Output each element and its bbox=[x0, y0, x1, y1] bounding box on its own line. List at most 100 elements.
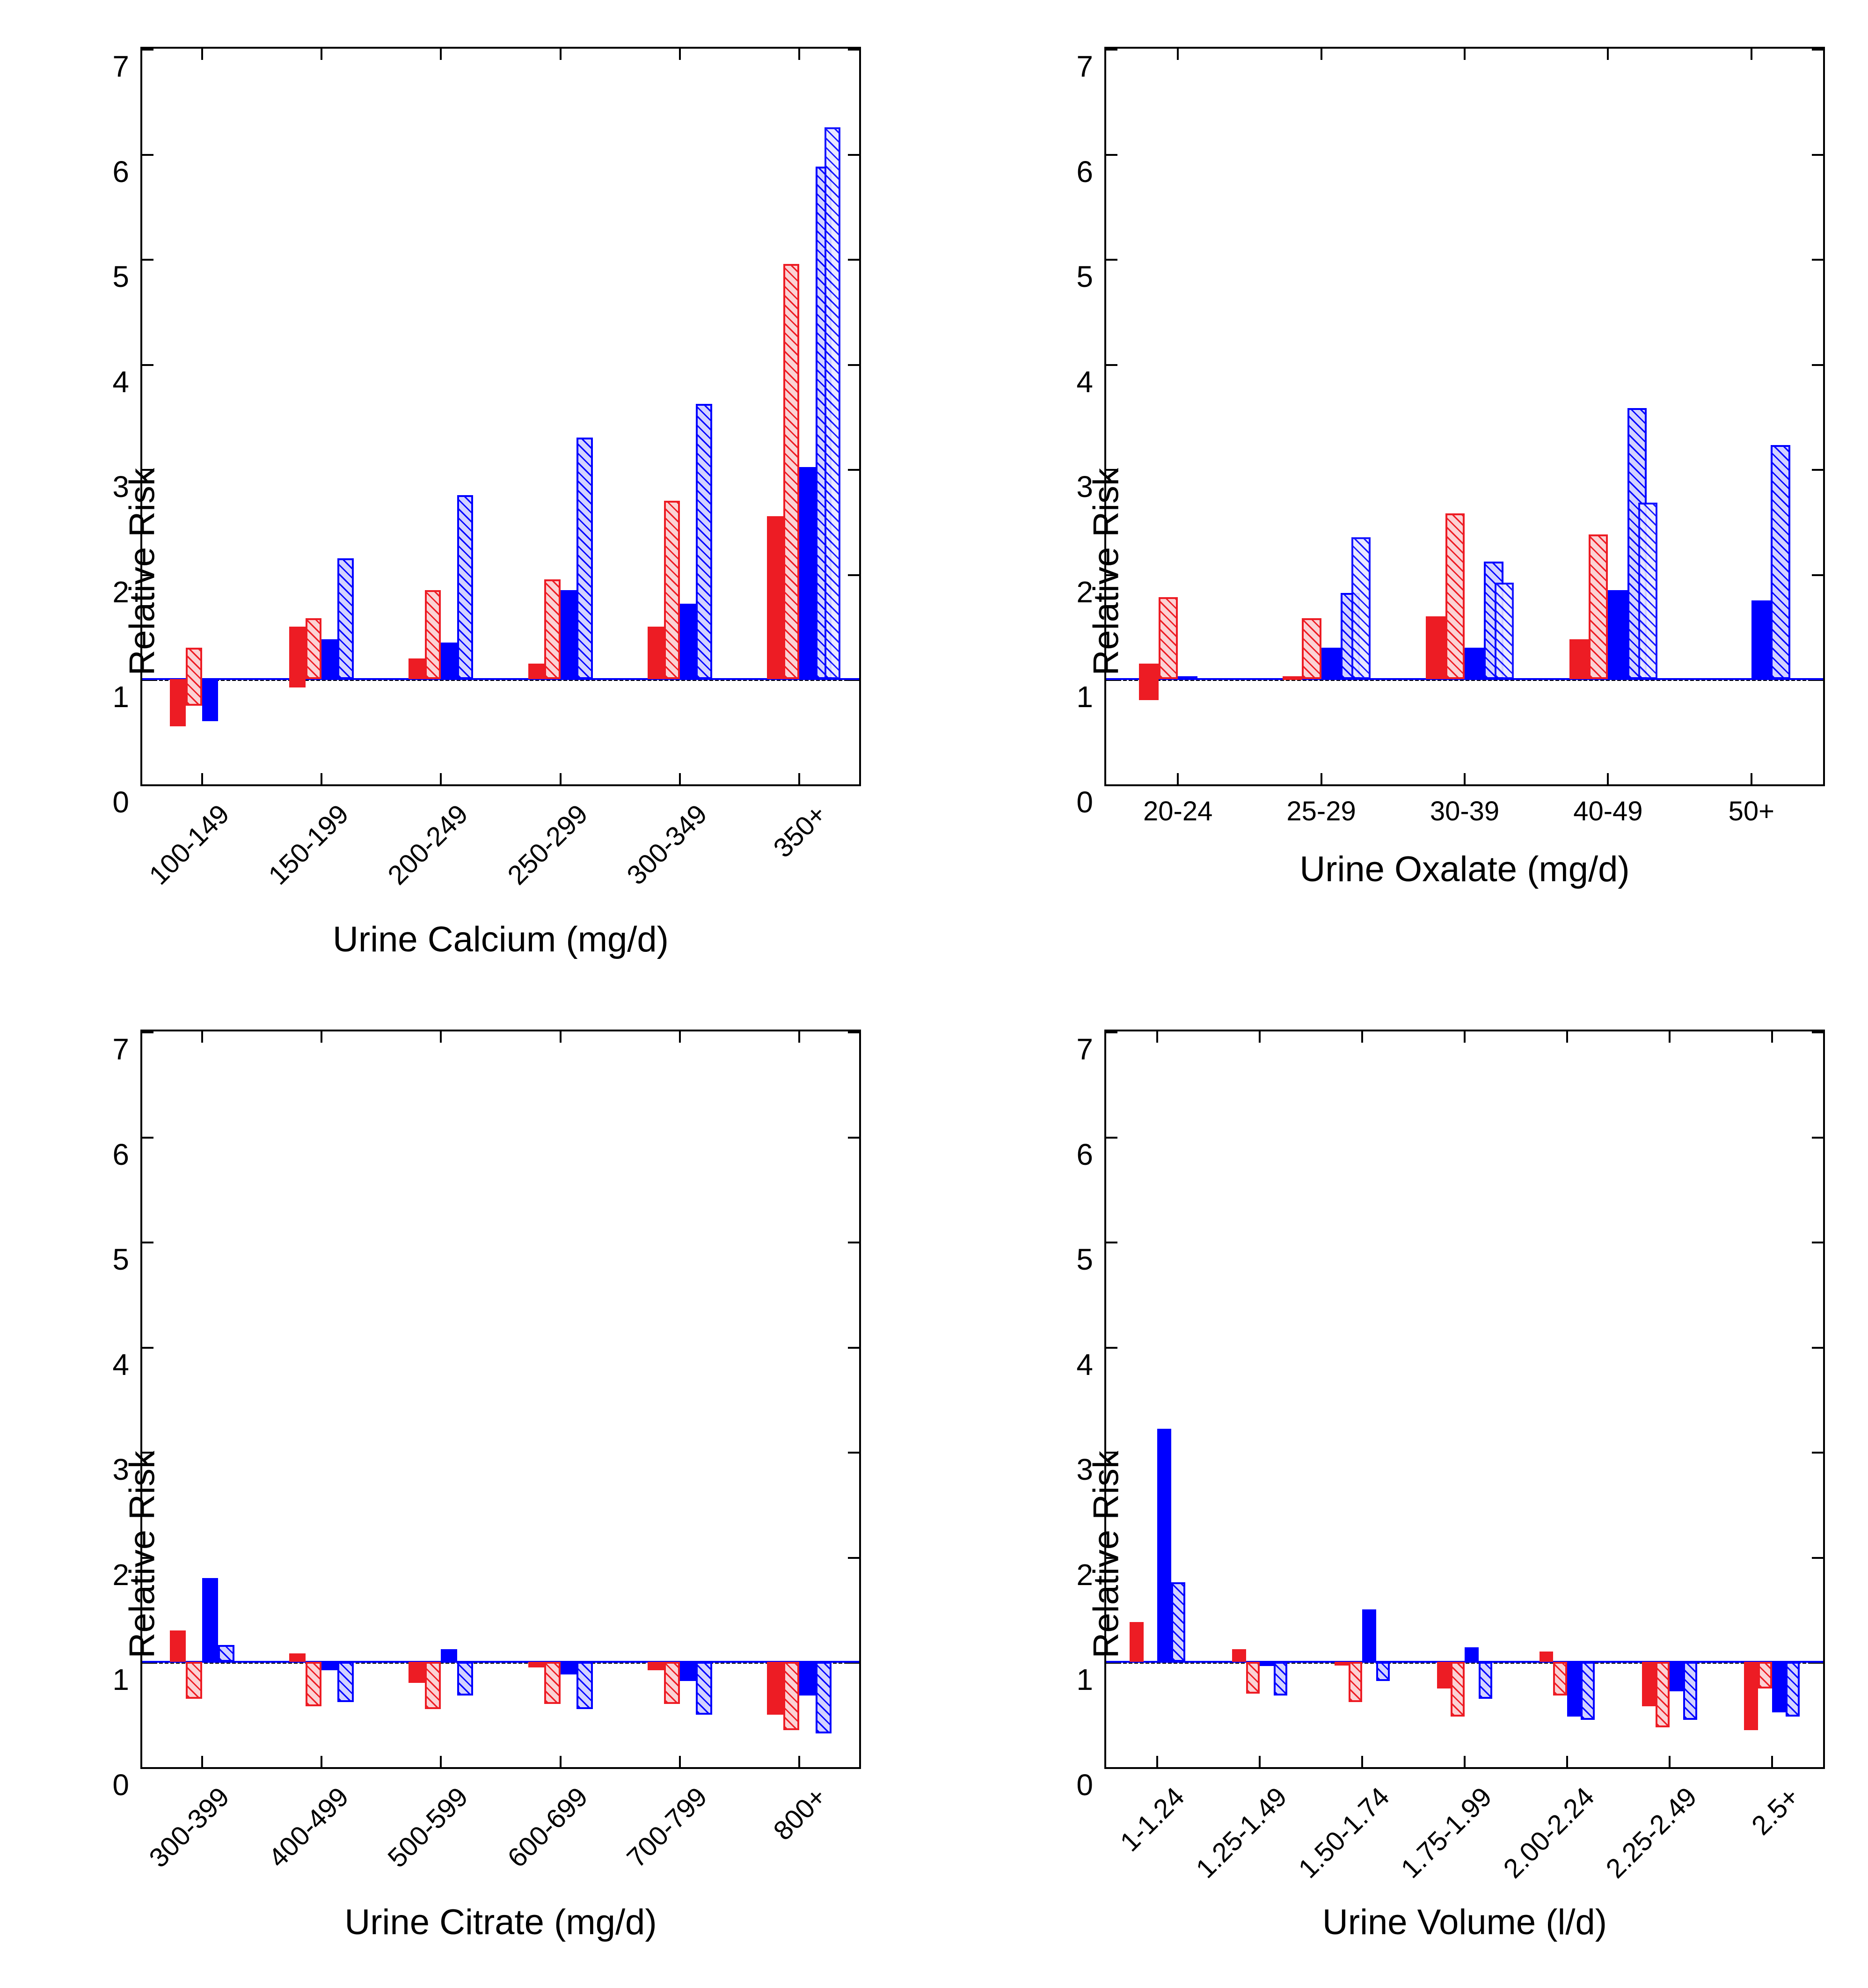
xtick-label: 700-799 bbox=[605, 1781, 713, 1889]
bar-calcium bbox=[767, 516, 783, 679]
bar-volume bbox=[1335, 1662, 1349, 1666]
xtick-label: 400-499 bbox=[247, 1781, 355, 1889]
bar-oxalate bbox=[1426, 616, 1445, 680]
xtick-label: 100-149 bbox=[127, 798, 235, 906]
bar-citrate bbox=[799, 1662, 815, 1696]
bar-oxalate bbox=[1465, 648, 1484, 679]
bar-calcium bbox=[202, 679, 218, 721]
bar-calcium bbox=[696, 404, 712, 679]
bar-volume bbox=[1349, 1662, 1363, 1702]
xtick-label: 2.25-2.49 bbox=[1595, 1781, 1703, 1889]
bar-calcium bbox=[664, 501, 680, 680]
reference-line-solid bbox=[142, 1661, 859, 1663]
ytick-label: 1 bbox=[1076, 1662, 1106, 1697]
ytick-label: 6 bbox=[112, 1137, 142, 1172]
bar-citrate bbox=[306, 1662, 321, 1706]
bar-calcium bbox=[186, 648, 202, 706]
bar-volume bbox=[1540, 1652, 1554, 1662]
xtick-label: 25-29 bbox=[1286, 796, 1356, 827]
xtick-label: 350+ bbox=[724, 798, 832, 906]
ytick-label: 0 bbox=[112, 1768, 142, 1802]
bar-citrate bbox=[457, 1662, 473, 1696]
bar-oxalate bbox=[1608, 590, 1627, 680]
bar-volume bbox=[1130, 1622, 1144, 1662]
bar-citrate bbox=[337, 1662, 353, 1702]
bar-calcium bbox=[576, 438, 592, 680]
bar-calcium bbox=[170, 679, 186, 726]
bar-oxalate bbox=[1751, 600, 1771, 679]
bar-citrate bbox=[186, 1662, 202, 1699]
ytick-label: 1 bbox=[112, 680, 142, 714]
ytick-label: 6 bbox=[112, 154, 142, 189]
bar-volume bbox=[1465, 1647, 1479, 1662]
ytick-label: 5 bbox=[1076, 1242, 1106, 1277]
bar-calcium bbox=[680, 604, 696, 680]
plot-volume: 01234567Relative Risk1-1.241.25-1.491.50… bbox=[1104, 1030, 1825, 1769]
bar-oxalate bbox=[1178, 676, 1197, 680]
bar-oxalate bbox=[1321, 648, 1341, 679]
y-axis-label: Relative Risk bbox=[1086, 1399, 1127, 1658]
bar-oxalate bbox=[1445, 513, 1465, 680]
bar-citrate bbox=[289, 1653, 305, 1662]
xtick-label: 2.00-2.24 bbox=[1492, 1781, 1600, 1889]
bar-citrate bbox=[664, 1662, 680, 1704]
bar-calcium bbox=[528, 664, 544, 680]
ytick-label: 0 bbox=[1076, 1768, 1106, 1802]
ytick-label: 5 bbox=[1076, 259, 1106, 294]
ytick-label: 4 bbox=[112, 1347, 142, 1382]
bar-volume bbox=[1772, 1662, 1786, 1712]
xtick-label: 2.5+ bbox=[1697, 1781, 1805, 1889]
bar-overlay-oxalate bbox=[1638, 503, 1657, 679]
bar-volume bbox=[1157, 1429, 1171, 1662]
ytick-label: 7 bbox=[1076, 1032, 1106, 1067]
bar-oxalate bbox=[1771, 445, 1790, 680]
bar-citrate bbox=[441, 1649, 457, 1662]
bar-oxalate bbox=[1302, 618, 1321, 679]
bar-volume bbox=[1246, 1662, 1260, 1693]
bar-volume bbox=[1260, 1662, 1274, 1666]
bar-volume bbox=[1171, 1582, 1185, 1662]
bar-oxalate bbox=[1283, 676, 1302, 680]
bar-calcium bbox=[306, 618, 321, 679]
ytick-label: 5 bbox=[112, 1242, 142, 1277]
bar-overlay-oxalate bbox=[1495, 583, 1514, 680]
bar-citrate bbox=[218, 1645, 234, 1662]
bar-overlay-calcium bbox=[825, 127, 840, 679]
bar-oxalate bbox=[1139, 664, 1158, 701]
ytick-label: 4 bbox=[112, 365, 142, 399]
xtick-label: 250-299 bbox=[486, 798, 594, 906]
bar-calcium bbox=[648, 627, 664, 679]
bar-calcium bbox=[289, 627, 305, 687]
bar-calcium bbox=[457, 495, 473, 679]
reference-line-solid bbox=[142, 678, 859, 680]
bar-oxalate bbox=[1589, 534, 1608, 680]
xtick-label: 1.50-1.74 bbox=[1287, 1781, 1395, 1889]
ytick-label: 1 bbox=[112, 1662, 142, 1697]
bar-volume bbox=[1642, 1662, 1656, 1706]
y-axis-label: Relative Risk bbox=[122, 417, 163, 675]
bar-citrate bbox=[648, 1662, 664, 1670]
ytick-label: 0 bbox=[1076, 785, 1106, 819]
bar-volume bbox=[1232, 1649, 1246, 1662]
xtick-label: 40-49 bbox=[1573, 796, 1642, 827]
xtick-label: 300-399 bbox=[127, 1781, 235, 1889]
bar-oxalate bbox=[1159, 597, 1178, 679]
bar-volume bbox=[1376, 1662, 1390, 1681]
bar-citrate bbox=[528, 1662, 544, 1667]
xtick-label: 50+ bbox=[1729, 796, 1774, 827]
figure-root: 01234567Relative Risk100-149150-199200-2… bbox=[0, 0, 1868, 1988]
y-axis-label: Relative Risk bbox=[1086, 417, 1127, 675]
xtick-label: 30-39 bbox=[1430, 796, 1499, 827]
bar-citrate bbox=[544, 1662, 560, 1704]
bar-calcium bbox=[321, 639, 337, 679]
bar-calcium bbox=[799, 467, 815, 680]
bar-citrate bbox=[425, 1662, 441, 1709]
bar-volume bbox=[1656, 1662, 1670, 1727]
bar-citrate bbox=[202, 1578, 218, 1662]
bar-oxalate bbox=[1569, 639, 1589, 679]
bar-volume bbox=[1744, 1662, 1758, 1730]
bar-volume bbox=[1274, 1662, 1288, 1696]
bar-volume bbox=[1553, 1662, 1567, 1696]
xtick-label: 1.25-1.49 bbox=[1185, 1781, 1293, 1889]
xtick-label: 20-24 bbox=[1143, 796, 1212, 827]
